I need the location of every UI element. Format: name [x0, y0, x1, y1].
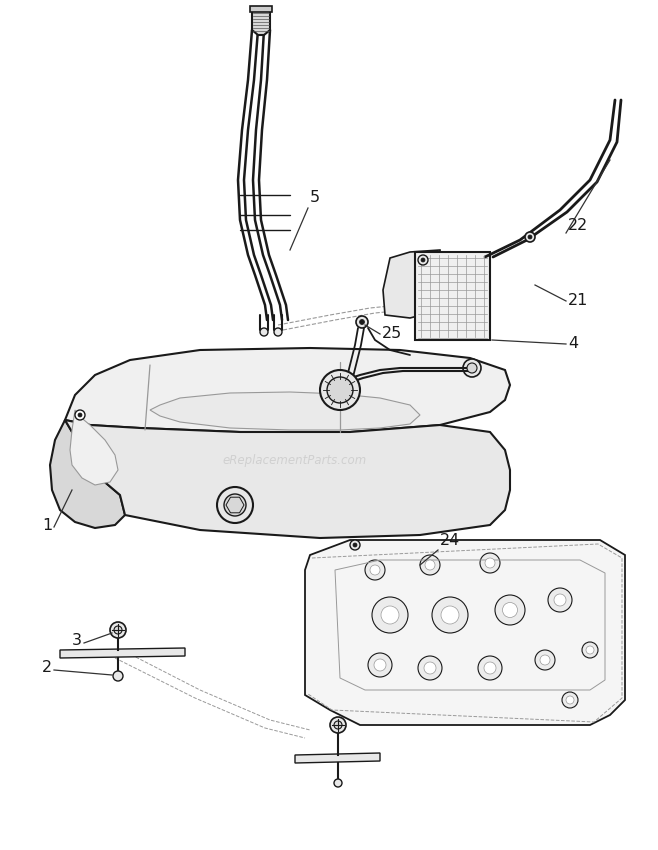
- Circle shape: [421, 258, 425, 262]
- Polygon shape: [305, 540, 625, 725]
- Circle shape: [540, 655, 550, 665]
- Circle shape: [359, 320, 365, 325]
- Polygon shape: [150, 392, 420, 430]
- Polygon shape: [252, 8, 270, 35]
- Polygon shape: [415, 252, 490, 340]
- Circle shape: [582, 642, 598, 658]
- Circle shape: [327, 377, 353, 403]
- Circle shape: [260, 328, 268, 336]
- Circle shape: [372, 597, 408, 633]
- Text: 4: 4: [568, 336, 578, 351]
- Text: 1: 1: [42, 518, 52, 533]
- Polygon shape: [65, 420, 510, 538]
- Circle shape: [420, 555, 440, 575]
- Circle shape: [562, 692, 578, 708]
- Circle shape: [503, 603, 517, 617]
- Circle shape: [528, 235, 532, 239]
- Circle shape: [418, 255, 428, 265]
- Circle shape: [548, 588, 572, 612]
- Polygon shape: [226, 497, 244, 513]
- Text: 3: 3: [72, 633, 82, 648]
- Circle shape: [374, 659, 386, 671]
- Circle shape: [368, 653, 392, 677]
- Text: 22: 22: [568, 218, 588, 233]
- Text: 24: 24: [440, 533, 460, 548]
- Circle shape: [463, 359, 481, 377]
- Polygon shape: [65, 348, 510, 432]
- Circle shape: [484, 662, 496, 674]
- Circle shape: [334, 779, 342, 787]
- Circle shape: [535, 650, 555, 670]
- Polygon shape: [250, 6, 272, 12]
- Circle shape: [480, 553, 500, 573]
- Polygon shape: [295, 753, 380, 763]
- Circle shape: [224, 494, 246, 516]
- Circle shape: [432, 597, 468, 633]
- Circle shape: [525, 232, 535, 242]
- Circle shape: [478, 656, 502, 680]
- Circle shape: [441, 606, 459, 624]
- Circle shape: [217, 487, 253, 523]
- Circle shape: [114, 626, 122, 634]
- Text: 21: 21: [568, 293, 588, 308]
- Circle shape: [330, 717, 346, 733]
- Circle shape: [566, 696, 574, 704]
- Text: eReplacementParts.com: eReplacementParts.com: [223, 454, 367, 467]
- Circle shape: [75, 410, 85, 420]
- Circle shape: [350, 540, 360, 550]
- Circle shape: [425, 560, 435, 570]
- Circle shape: [381, 606, 399, 624]
- Circle shape: [495, 595, 525, 625]
- Circle shape: [370, 565, 380, 575]
- Circle shape: [485, 558, 495, 568]
- Text: 5: 5: [310, 190, 320, 205]
- Circle shape: [424, 662, 436, 674]
- Circle shape: [320, 370, 360, 410]
- Circle shape: [365, 560, 385, 580]
- Circle shape: [113, 671, 123, 681]
- Polygon shape: [70, 410, 118, 485]
- Circle shape: [418, 656, 442, 680]
- Circle shape: [467, 363, 477, 373]
- Circle shape: [274, 328, 282, 336]
- Polygon shape: [383, 250, 445, 318]
- Polygon shape: [60, 648, 185, 658]
- Circle shape: [353, 543, 357, 547]
- Circle shape: [334, 721, 342, 729]
- Circle shape: [586, 646, 594, 654]
- Circle shape: [356, 316, 368, 328]
- Circle shape: [554, 594, 566, 606]
- Text: 25: 25: [382, 326, 402, 341]
- Circle shape: [78, 413, 82, 417]
- Polygon shape: [50, 420, 125, 528]
- Circle shape: [110, 622, 126, 638]
- Text: 2: 2: [42, 660, 52, 675]
